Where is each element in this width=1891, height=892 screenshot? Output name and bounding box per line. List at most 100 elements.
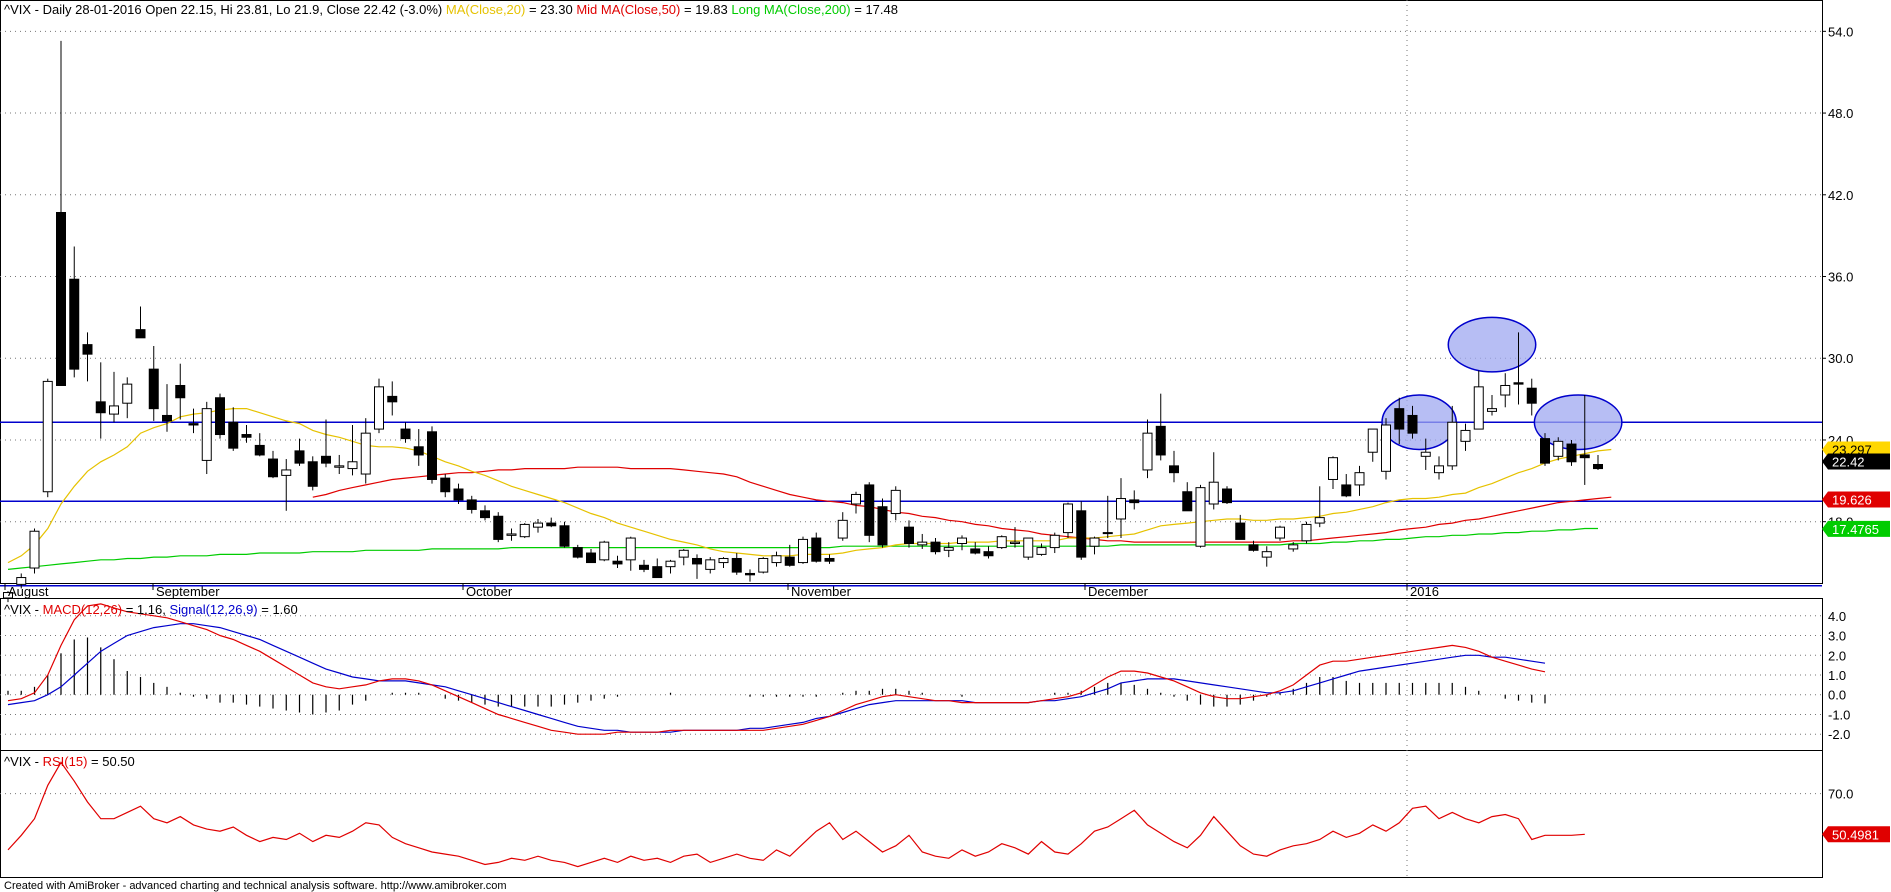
month-label: November [791, 584, 852, 599]
candle [546, 517, 557, 528]
candle [957, 535, 967, 551]
candle-body-up [1275, 526, 1285, 539]
candle-body-down [559, 525, 570, 547]
candle-body-down [440, 477, 451, 493]
candle [851, 491, 861, 514]
candle [930, 538, 941, 555]
candle-body-down [731, 557, 742, 573]
candle-body-up [334, 465, 345, 468]
candle [334, 454, 345, 475]
candle-body-down [970, 548, 981, 554]
candle-body-down [148, 368, 159, 410]
candle-body-up [281, 469, 292, 476]
candle [1049, 532, 1060, 554]
candle-body-down [241, 434, 252, 438]
price-tick-label: 30.0 [1828, 351, 1853, 366]
candle-body-down [1222, 488, 1232, 504]
candle-body-up [1036, 547, 1047, 555]
badge-label: 19.626 [1832, 493, 1872, 508]
candle-body-up [943, 547, 954, 551]
candle-body-down [586, 552, 596, 564]
badge-label: 17.4765 [1832, 522, 1879, 537]
candle-body-up [1553, 440, 1564, 457]
candle-body-up [678, 549, 689, 558]
candle-body-down [1579, 454, 1590, 459]
candle-body-down [612, 560, 623, 565]
candle [506, 528, 517, 541]
candle [16, 573, 27, 589]
candle [917, 533, 928, 549]
last-value-badge: 17.4765 [1822, 520, 1890, 537]
candle-body-up [1447, 421, 1458, 467]
price-tick-label: 42.0 [1828, 188, 1853, 203]
candle-body-down [864, 484, 875, 536]
candle [1473, 370, 1484, 430]
candle [1036, 543, 1047, 556]
price-tick-label: 54.0 [1828, 24, 1853, 39]
candle-body-up [957, 537, 967, 544]
candle [798, 536, 808, 564]
candle-body-up [533, 522, 543, 528]
candle [572, 544, 583, 559]
candle-body-down [135, 329, 146, 339]
signal-line [7, 623, 1546, 733]
candle-body-down [784, 556, 795, 566]
candle [1354, 465, 1365, 496]
candle [1089, 536, 1100, 555]
badge-shape [1822, 520, 1890, 537]
macd-lines [7, 603, 1546, 735]
badge-shape [1822, 453, 1890, 470]
candle [1235, 514, 1246, 540]
price-tick-label: 48.0 [1828, 106, 1853, 121]
rsi-y-axis: 70.0 [1828, 787, 1853, 802]
candle-body-up [1023, 537, 1034, 558]
candle-body-up [625, 537, 636, 561]
rsi-header: ^VIX - RSI(15) = 50.50 [4, 754, 135, 769]
candle-body-up [1049, 534, 1060, 549]
candle [692, 554, 702, 579]
candle [69, 246, 80, 378]
candle-body-up [1301, 523, 1312, 542]
month-label: October [466, 584, 513, 599]
candle-body-down [95, 401, 106, 414]
candle [201, 401, 212, 475]
candle-body-up [718, 557, 729, 564]
candle-body-down [904, 526, 914, 544]
candle [1076, 501, 1087, 560]
macd-header: ^VIX - MACD(12,26) = 1.16, Signal(12,26,… [4, 602, 298, 617]
candle [480, 505, 490, 521]
candle [29, 528, 40, 574]
candle [983, 546, 994, 559]
candle-body-down [268, 458, 278, 478]
candle [135, 306, 146, 339]
candle-body-down [745, 572, 755, 576]
ma50-legend: Mid MA(Close,50) [576, 2, 680, 17]
candle [612, 555, 623, 569]
candle [1195, 484, 1206, 548]
candle [533, 518, 543, 533]
candle-body-down [400, 428, 411, 440]
candle-body-down [1235, 522, 1246, 540]
candle [890, 486, 901, 521]
candle [387, 381, 398, 416]
candle-body-up [1314, 517, 1325, 524]
candle [639, 559, 649, 573]
candle-body-down [1155, 425, 1166, 456]
candle-body-down [480, 510, 490, 519]
candle-body-up [890, 489, 901, 515]
candle [268, 450, 278, 479]
candle [440, 474, 451, 498]
macd-histogram [7, 637, 1546, 715]
highlight-ellipse [1447, 316, 1537, 373]
horizontal-levels [0, 421, 1822, 587]
candle-body-up [996, 536, 1007, 549]
candle-body-up [1354, 472, 1365, 486]
candle-body-up [1116, 498, 1126, 520]
candle-body-up [1500, 384, 1511, 396]
candle-body-up [1473, 386, 1484, 430]
candle-body-up [1288, 544, 1299, 550]
candle [109, 371, 119, 423]
candle-body-up [771, 555, 782, 564]
candle [1407, 405, 1418, 439]
candle [1182, 482, 1193, 512]
